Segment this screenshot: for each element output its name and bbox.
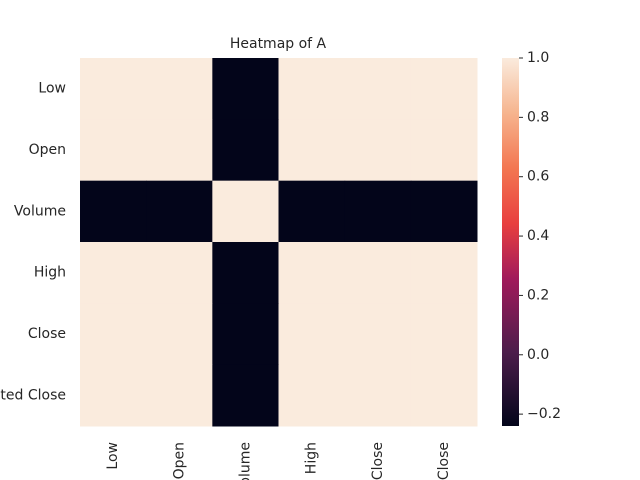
heatmap-cell [146,58,213,120]
y-tick-label: Adjusted Close [0,387,66,403]
heatmap-cell [278,180,346,243]
y-tick-label: Open [29,142,66,158]
heatmap-cell [80,303,147,366]
y-tick-label: Volume [14,203,66,219]
heatmap-cell [410,180,478,243]
y-tick-label: High [34,265,66,281]
heatmap-cell [80,58,147,120]
heatmap-cell [410,303,478,366]
heatmap-cell [80,180,147,243]
heatmap-cell [344,242,412,304]
x-tick-label: Adjusted Close [436,442,452,480]
heatmap-cell [146,364,213,427]
heatmap-cell [80,242,147,304]
x-tick-label: Low [105,442,121,470]
colorbar-tick-label: 0.6 [527,169,549,185]
x-tick-label: High [304,442,320,474]
heatmap-cell [80,364,147,427]
heatmap-cell [212,364,279,427]
heatmap-cell [344,364,412,427]
x-tick-label: Volume [237,442,253,480]
heatmap-cell [278,242,346,304]
heatmap-cell [212,242,279,304]
colorbar-tick-label: 0.2 [527,287,549,303]
heatmap-cell [212,119,279,182]
heatmap-cell [278,58,346,120]
heatmap-cell [146,119,213,182]
colorbar-tick-label: 1.0 [527,50,549,66]
heatmap-cell [146,242,213,304]
x-tick-label: Open [171,442,187,479]
colorbar-tick-label: −0.2 [527,406,561,422]
chart-title: Heatmap of A [230,36,327,52]
heatmap-cell [146,180,213,243]
heatmap-cell [212,180,279,243]
colorbar-tick-label: 0.0 [527,347,549,363]
heatmap-cell [410,119,478,182]
heatmap-cell [146,303,213,366]
heatmap-cell [344,119,412,182]
heatmap-cell [410,364,478,427]
heatmap-cell [278,303,346,366]
heatmap-cell [344,303,412,366]
heatmap-cell [278,364,346,427]
heatmap-cell [212,303,279,366]
colorbar-tick-label: 0.8 [527,109,549,125]
y-tick-label: Low [38,81,66,97]
heatmap-cell [212,58,279,120]
heatmap-cell [278,119,346,182]
heatmap-cell [344,180,412,243]
heatmap-cell [80,119,147,182]
colorbar [502,58,519,426]
heatmap-cell [410,58,478,120]
y-tick-label: Close [28,326,66,342]
heatmap-cell [410,242,478,304]
heatmap-cell [344,58,412,120]
x-tick-label: Close [370,442,386,480]
colorbar-tick-label: 0.4 [527,228,549,244]
